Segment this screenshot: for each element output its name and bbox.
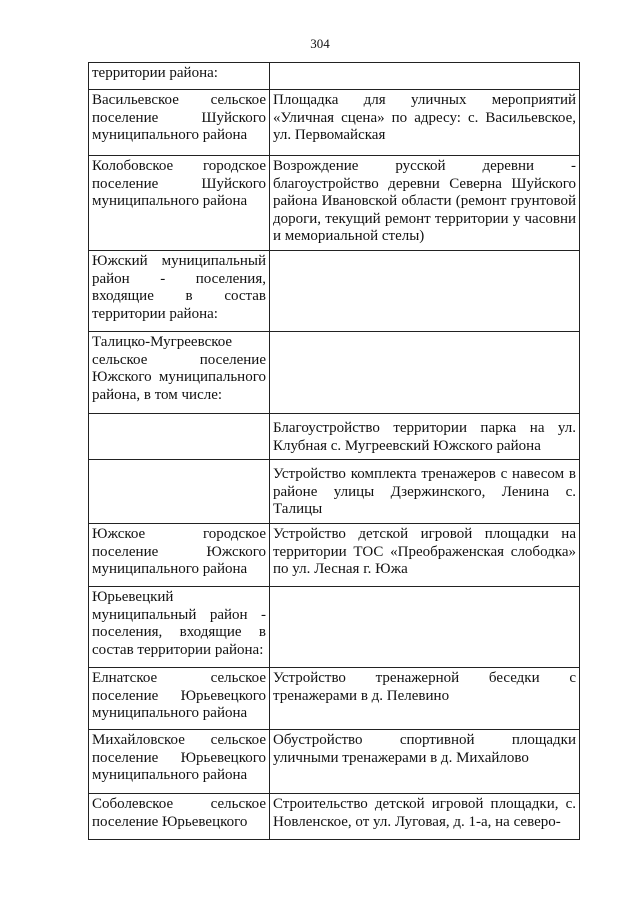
project-cell: Строительство детской игровой площадки, …	[269, 793, 580, 840]
project-cell: Устройство комплекта тренажеров с навесо…	[269, 459, 580, 524]
table-row: Елнатское сельское поселение Юрьевецкого…	[88, 667, 580, 730]
project-cell	[269, 250, 580, 332]
project-cell: Благоустройство территории парка на ул. …	[269, 413, 580, 460]
projects-table: территории района: Васильевское сельское …	[88, 62, 580, 840]
project-cell: Обустройство спортивной площадки уличным…	[269, 729, 580, 794]
settlement-cell: территории района:	[88, 62, 270, 90]
project-cell	[269, 62, 580, 90]
table-row: Юрьевецкий муниципальный район - поселен…	[88, 586, 580, 668]
settlement-cell: Южский муниципальный район - поселения, …	[88, 250, 270, 332]
table-row: Южский муниципальный район - поселения, …	[88, 250, 580, 332]
table-row: Соболевское сельское поселение Юрьевецко…	[88, 793, 580, 840]
page-number: 304	[310, 36, 330, 51]
settlement-cell: Елнатское сельское поселение Юрьевецкого…	[88, 667, 270, 730]
table-row: Южское городское поселение Южского муниц…	[88, 523, 580, 587]
settlement-cell: Южское городское поселение Южского муниц…	[88, 523, 270, 587]
settlement-cell: Юрьевецкий муниципальный район - поселен…	[88, 586, 270, 668]
project-cell: Устройство детской игровой площадки на т…	[269, 523, 580, 587]
settlement-cell: Васильевское сельское поселение Шуйского…	[88, 89, 270, 156]
table-row: Устройство комплекта тренажеров с навесо…	[88, 459, 580, 524]
settlement-cell: Михайловское сельское поселение Юрьевецк…	[88, 729, 270, 794]
table-row: территории района:	[88, 62, 580, 90]
table-row: Талицко-Мугреевское сельское поселение Ю…	[88, 331, 580, 414]
settlement-cell	[88, 459, 270, 524]
settlement-cell: Колобовское городское поселение Шуйского…	[88, 155, 270, 251]
table-row: Благоустройство территории парка на ул. …	[88, 413, 580, 460]
project-cell: Устройство тренажерной беседки с тренаже…	[269, 667, 580, 730]
settlement-cell	[88, 413, 270, 460]
table-row: Михайловское сельское поселение Юрьевецк…	[88, 729, 580, 794]
project-cell	[269, 586, 580, 668]
table-row: Колобовское городское поселение Шуйского…	[88, 155, 580, 251]
settlement-cell: Талицко-Мугреевское сельское поселение Ю…	[88, 331, 270, 414]
table-row: Васильевское сельское поселение Шуйского…	[88, 89, 580, 156]
settlement-cell: Соболевское сельское поселение Юрьевецко…	[88, 793, 270, 840]
project-cell	[269, 331, 580, 414]
project-cell: Площадка для уличных мероприятий «Улична…	[269, 89, 580, 156]
project-cell: Возрождение русской деревни - благоустро…	[269, 155, 580, 251]
